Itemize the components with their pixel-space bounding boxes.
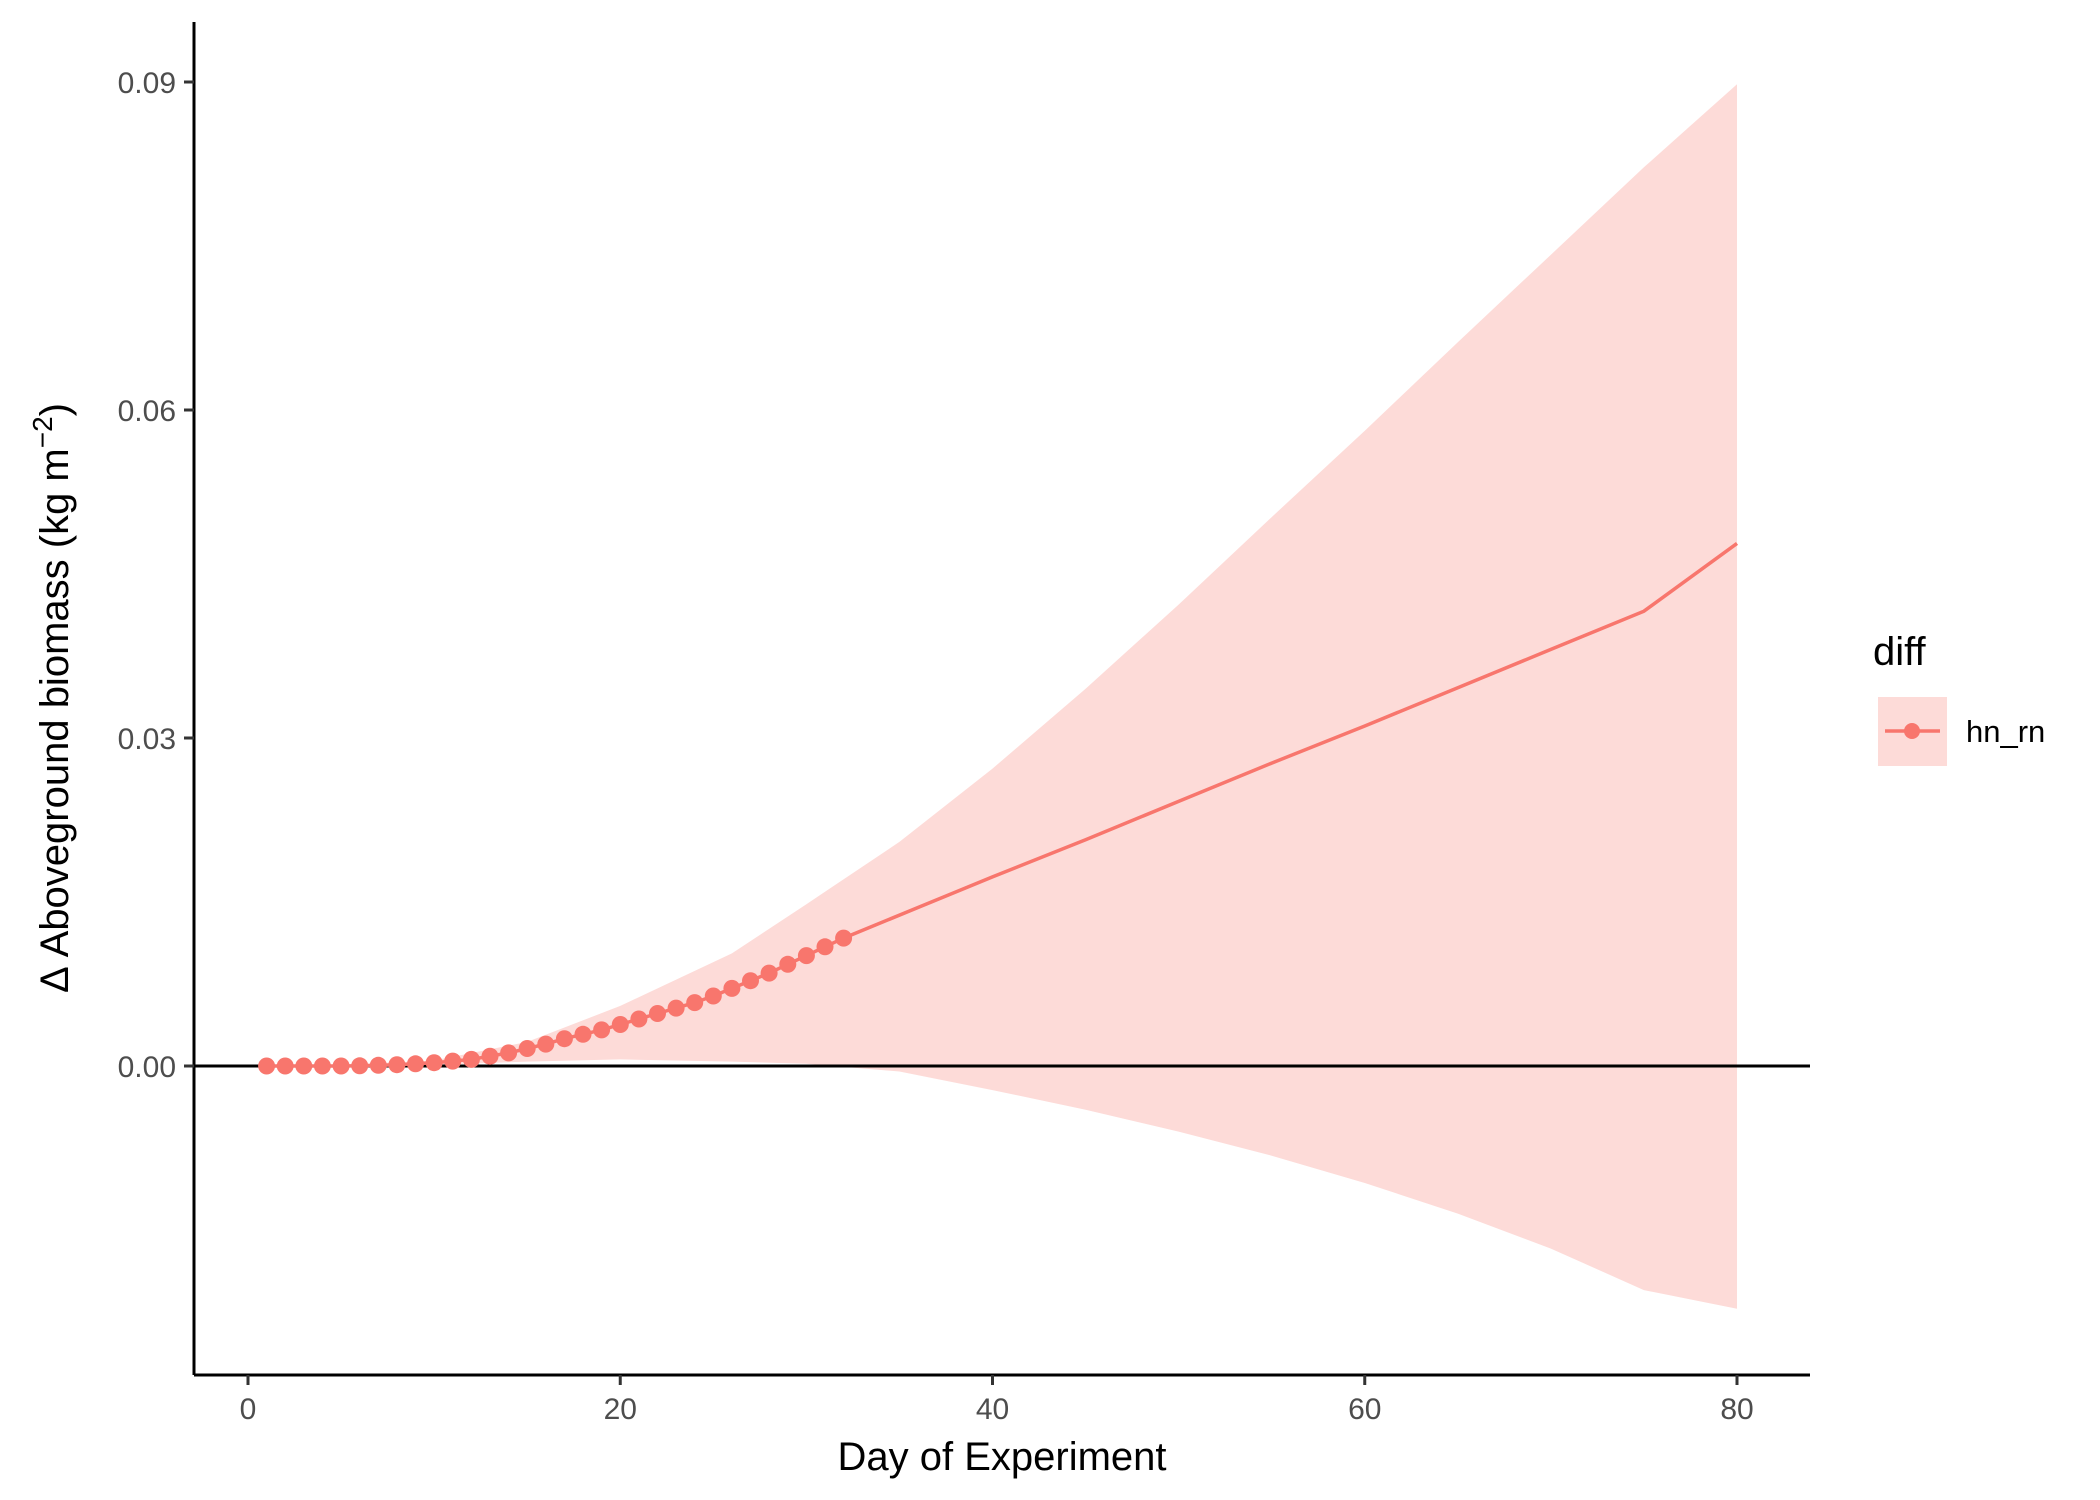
legend-key-point	[1904, 723, 1920, 739]
y-tick-label: 0.09	[118, 67, 176, 100]
data-point	[704, 987, 722, 1005]
x-ticks: 0 20 40 60 80	[240, 1375, 1754, 1426]
data-point	[630, 1010, 648, 1028]
x-tick-label: 40	[976, 1393, 1009, 1426]
data-point	[797, 947, 815, 965]
data-point	[593, 1021, 611, 1039]
data-point	[537, 1035, 555, 1053]
data-point	[686, 994, 704, 1012]
x-tick-label: 60	[1348, 1393, 1381, 1426]
data-point	[611, 1016, 629, 1033]
data-point	[388, 1056, 406, 1074]
x-tick-label: 0	[240, 1393, 257, 1426]
y-tick-label: 0.03	[118, 723, 176, 756]
data-point	[276, 1057, 294, 1075]
series-points-hn-rn	[258, 929, 853, 1075]
data-point	[835, 929, 853, 947]
data-point	[481, 1047, 499, 1065]
confidence-ribbon	[266, 84, 1738, 1309]
legend-title: diff	[1873, 630, 1927, 674]
x-tick-label: 80	[1720, 1393, 1753, 1426]
data-point	[574, 1025, 592, 1043]
data-point	[444, 1052, 462, 1070]
data-point	[667, 999, 685, 1017]
y-tick-label: 0.00	[118, 1051, 176, 1084]
y-axis-title-superscript: −2	[27, 416, 58, 448]
data-point	[555, 1030, 573, 1048]
y-tick-label: 0.06	[118, 395, 176, 428]
data-point	[742, 972, 759, 990]
data-point	[425, 1054, 443, 1072]
data-point	[313, 1057, 331, 1075]
data-point	[779, 955, 797, 973]
legend-label-hn-rn: hn_rn	[1966, 714, 2045, 749]
x-tick-label: 20	[604, 1393, 637, 1426]
data-point	[295, 1057, 313, 1075]
y-axis-title-main: Δ Aboveground biomass (kg m	[33, 448, 77, 993]
data-point	[760, 964, 778, 982]
data-point	[518, 1040, 536, 1057]
data-point	[816, 938, 834, 956]
axes: 0 20 40 60 80 0.00 0.03 0.06 0.09	[118, 22, 1810, 1426]
y-ticks: 0.00 0.03 0.06 0.09	[118, 67, 194, 1084]
data-point	[351, 1057, 369, 1075]
data-point	[407, 1055, 424, 1073]
y-axis-title: Δ Aboveground biomass (kg m−2)	[27, 403, 77, 993]
data-point	[258, 1057, 276, 1075]
data-point	[369, 1056, 387, 1074]
data-point	[332, 1057, 350, 1075]
plot-area	[194, 84, 1810, 1309]
legend: diff hn_rn	[1873, 630, 2045, 766]
data-point	[649, 1005, 666, 1022]
data-point	[462, 1050, 480, 1068]
data-point	[723, 979, 741, 997]
data-point	[500, 1044, 518, 1062]
x-axis-title: Day of Experiment	[837, 1435, 1166, 1479]
y-axis-title-close: )	[33, 403, 77, 416]
